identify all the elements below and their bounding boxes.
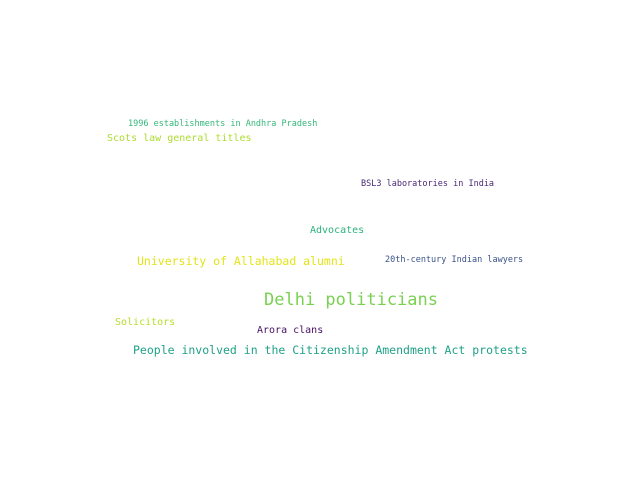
word-bsl3-laboratories-in-india: BSL3 laboratories in India [361, 179, 495, 189]
word-university-of-allahabad-alumni: University of Allahabad alumni [137, 254, 345, 268]
word-20th-century-indian-lawyers: 20th-century Indian lawyers [385, 255, 524, 265]
word-citizenship-amendment-act-protests: People involved in the Citizenship Amend… [133, 343, 528, 357]
word-1996-establishments-in-andhra-pradesh: 1996 establishments in Andhra Pradesh [128, 119, 318, 129]
word-delhi-politicians: Delhi politicians [264, 290, 438, 310]
word-scots-law-general-titles: Scots law general titles [107, 133, 252, 144]
word-solicitors: Solicitors [115, 317, 176, 328]
word-arora-clans: Arora clans [257, 325, 324, 336]
word-advocates: Advocates [310, 225, 365, 236]
